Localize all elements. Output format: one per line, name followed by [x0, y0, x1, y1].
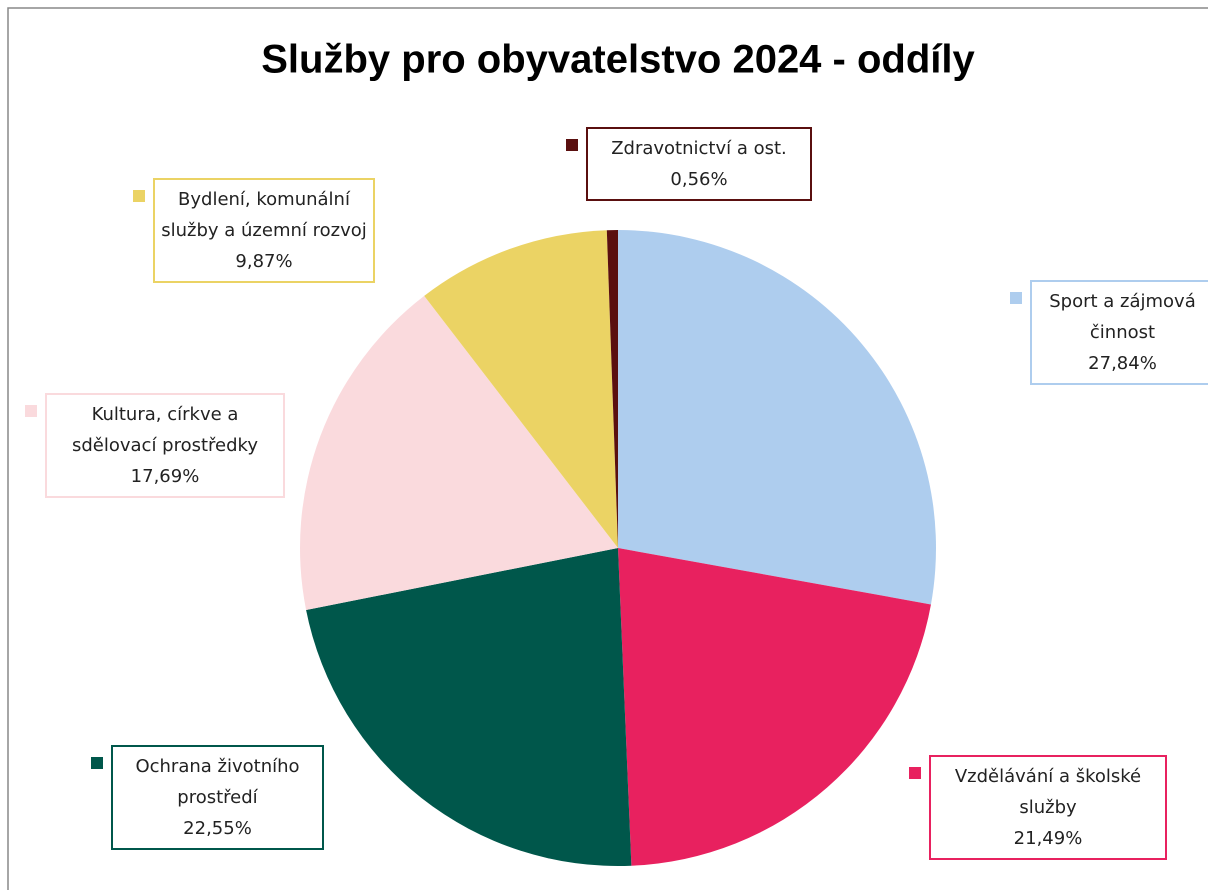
data-label: Vzdělávání a školské služby 21,49%	[909, 755, 1167, 860]
label-marker	[133, 190, 145, 202]
label-value: 27,84%	[1088, 353, 1157, 374]
label-category: Kultura, církve a sdělovací prostředky	[71, 404, 258, 456]
label-value: 17,69%	[130, 466, 200, 487]
chart-title: Služby pro obyvatelstvo 2024 - oddíly	[261, 38, 975, 82]
pie-slice	[606, 230, 618, 548]
label-marker	[566, 139, 578, 151]
label-category: Vzdělávání a školské služby	[954, 766, 1142, 818]
chart-border	[7, 7, 1208, 890]
label-category: Zdravotnictví a ost.	[611, 138, 787, 159]
data-label: Kultura, církve a sdělovací prostředky 17…	[25, 393, 285, 498]
data-label: Sport a zájmová činnost 27,84%	[1010, 280, 1208, 385]
pie-slice	[306, 548, 632, 866]
label-marker	[91, 757, 103, 769]
label-marker	[25, 405, 37, 417]
label-value: 21,49%	[1013, 828, 1083, 849]
label-marker	[909, 767, 921, 779]
label-value: 0,56%	[670, 169, 728, 190]
label-category: Sport a zájmová činnost	[1049, 291, 1196, 343]
data-label: Bydlení, komunální služby a územní rozvo…	[133, 178, 375, 283]
pie-slice	[618, 230, 936, 605]
pie-slice	[300, 295, 618, 610]
pie-slice	[424, 230, 618, 548]
data-label: Zdravotnictví a ost. 0,56%	[566, 127, 812, 201]
label-value: 22,55%	[183, 818, 252, 839]
label-category: Bydlení, komunální služby a územní rozvo…	[161, 189, 367, 241]
label-marker	[1010, 292, 1022, 304]
pie-slice	[618, 548, 931, 866]
data-label: Ochrana životního prostředí 22,55%	[91, 745, 324, 850]
label-category: Ochrana životního prostředí	[135, 756, 300, 808]
label-value: 9,87%	[235, 251, 293, 272]
